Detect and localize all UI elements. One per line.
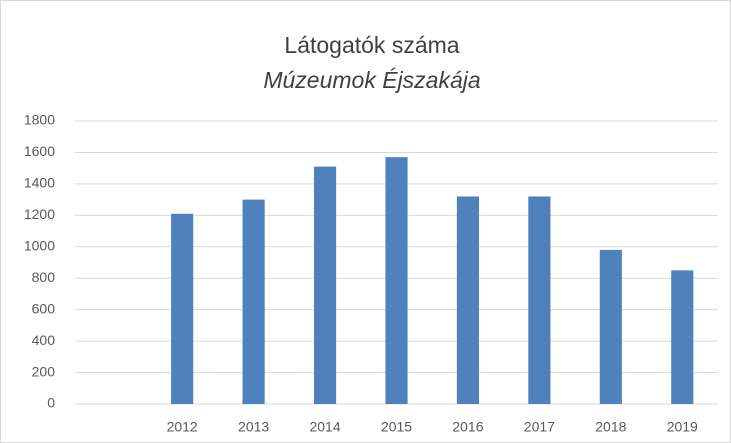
bar	[528, 196, 551, 404]
x-tick-label: 2018	[595, 419, 626, 435]
bar	[313, 166, 337, 404]
x-tick-label: 2014	[309, 419, 340, 435]
chart-title: Látogatók száma	[284, 32, 459, 58]
y-tick-label: 1600	[24, 143, 55, 159]
y-tick-label: 1000	[24, 237, 55, 253]
y-tick-label: 1800	[24, 112, 55, 128]
bar	[171, 213, 194, 404]
x-tick-label: 2016	[452, 419, 483, 435]
chart-subtitle: Múzeumok Éjszakája	[263, 67, 480, 93]
y-tick-label: 600	[32, 300, 56, 316]
bar	[456, 196, 480, 404]
y-tick-label: 1200	[24, 206, 55, 222]
bar	[242, 199, 265, 404]
y-tick-label: 200	[32, 363, 56, 379]
bar	[599, 249, 622, 404]
x-tick-label: 2013	[238, 419, 269, 435]
x-tick-label: 2012	[167, 419, 198, 435]
x-tick-label: 2019	[667, 419, 698, 435]
y-tick-label: 1400	[24, 175, 55, 191]
x-tick-label: 2017	[524, 419, 555, 435]
bar	[385, 157, 408, 404]
y-tick-label: 0	[47, 395, 55, 411]
bar	[671, 270, 694, 404]
y-tick-label: 800	[32, 269, 56, 285]
y-tick-label: 400	[32, 332, 56, 348]
x-tick-label: 2015	[381, 419, 412, 435]
